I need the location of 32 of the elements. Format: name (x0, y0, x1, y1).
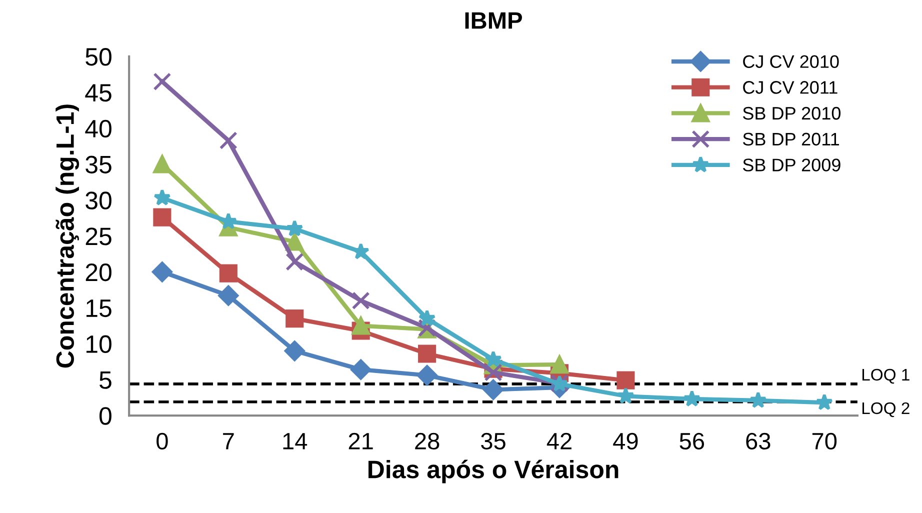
y-tick-label: 10 (86, 335, 112, 354)
x-tick-label: 49 (613, 432, 638, 450)
x-tick-label: 63 (746, 432, 770, 450)
x-tick-label: 42 (546, 432, 572, 450)
legend-label: SB DP 2011 (742, 132, 839, 146)
x-tick-label: 28 (415, 432, 440, 450)
ref-line-label: LOQ 1 (862, 368, 910, 384)
y-tick-label: 40 (85, 120, 112, 138)
y-tick-label: 25 (86, 228, 112, 246)
y-tick-label: 20 (86, 263, 112, 282)
chart-title: IBMP (465, 12, 522, 29)
x-tick-label: 70 (812, 432, 837, 450)
y-axis-title: Concentração (ng.L-1) (56, 104, 80, 368)
y-tick-label: 50 (86, 48, 112, 66)
y-tick-label: 5 (100, 371, 112, 389)
x-tick-label: 21 (348, 432, 373, 450)
legend-label: CJ CV 2010 (743, 55, 839, 68)
y-tick-label: 30 (86, 192, 112, 210)
x-tick-label: 56 (680, 432, 704, 450)
ref-line-label: LOQ 2 (862, 402, 910, 418)
x-tick-label: 7 (223, 433, 234, 450)
y-tick-label: 35 (86, 156, 112, 174)
x-tick-label: 0 (156, 432, 168, 450)
y-tick-label: 15 (86, 300, 112, 318)
legend-label: SB DP 2010 (742, 106, 841, 120)
x-tick-label: 14 (283, 433, 308, 450)
x-tick-label: 35 (481, 432, 506, 450)
x-axis-title: Dias após o Véraison (368, 460, 618, 484)
y-tick-label: 0 (99, 407, 112, 425)
legend-label: CJ CV 2011 (743, 81, 838, 94)
legend-label: SB DP 2009 (742, 158, 840, 172)
y-tick-label: 45 (85, 84, 112, 102)
